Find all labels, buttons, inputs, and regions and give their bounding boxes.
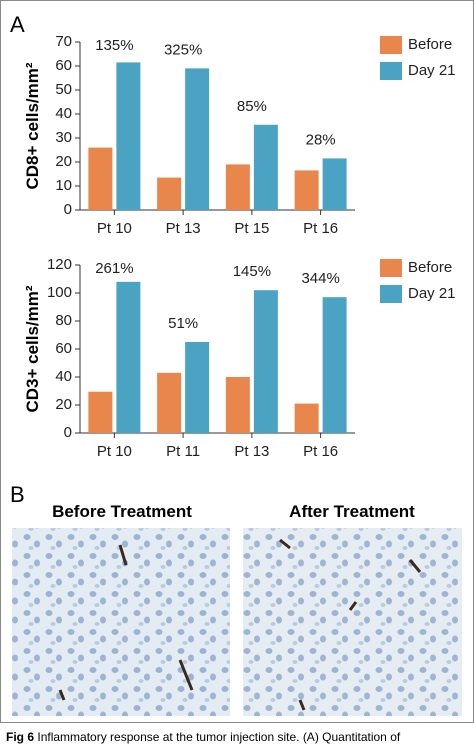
y-tick-label: 40 — [55, 105, 72, 122]
caption: Fig 6 Inflammatory response at the tumor… — [6, 730, 401, 744]
y-tick-label: 30 — [55, 129, 72, 146]
stained-cells — [58, 538, 422, 711]
y-axis-title: CD8+ cells/mm² — [23, 62, 42, 189]
panel-label: A — [10, 12, 25, 37]
bar — [294, 170, 319, 210]
bar — [88, 147, 113, 210]
y-tick-label: 70 — [55, 33, 72, 50]
bar — [88, 391, 113, 433]
image-title: Before Treatment — [52, 502, 192, 521]
bar — [225, 377, 250, 433]
annotation: 344% — [301, 270, 339, 287]
panel-label: B — [10, 482, 25, 507]
y-tick-label: 60 — [55, 340, 72, 357]
x-tick-label: Pt 15 — [234, 220, 269, 237]
micrograph-cells — [12, 528, 230, 716]
caption-text: Inflammatory response at the tumor injec… — [37, 730, 401, 744]
x-tick-label: Pt 16 — [303, 220, 338, 237]
y-tick-label: 40 — [55, 368, 72, 385]
annotation: 261% — [95, 260, 133, 277]
y-tick-label: 60 — [55, 57, 72, 74]
legend-swatch — [380, 62, 402, 80]
bar — [185, 342, 210, 433]
y-axis-title: CD3+ cells/mm² — [23, 285, 42, 412]
bar — [294, 403, 319, 433]
y-tick-label: 120 — [47, 256, 72, 273]
annotation: 135% — [95, 37, 133, 54]
legend-label: Day 21 — [408, 285, 456, 302]
bar — [185, 68, 210, 211]
annotation: 85% — [237, 98, 267, 115]
bar — [253, 290, 278, 433]
legend-swatch — [380, 36, 402, 54]
legend-swatch — [380, 259, 402, 277]
x-tick-label: Pt 10 — [97, 220, 132, 237]
x-tick-label: Pt 11 — [166, 443, 200, 460]
bar — [253, 124, 278, 210]
y-tick-label: 0 — [64, 424, 72, 441]
bar — [116, 62, 141, 211]
y-tick-label: 10 — [55, 177, 72, 194]
bar — [116, 281, 141, 433]
image-title: After Treatment — [289, 502, 415, 521]
legend-label: Before — [408, 259, 452, 276]
annotation: 325% — [164, 41, 202, 58]
annotation: 51% — [168, 315, 198, 332]
x-tick-label: Pt 13 — [166, 220, 201, 237]
bar — [225, 164, 250, 210]
x-tick-label: Pt 10 — [97, 443, 132, 460]
y-tick-label: 0 — [64, 201, 72, 218]
annotation: 28% — [306, 131, 336, 148]
bar — [157, 372, 182, 433]
caption-lead: Fig 6 — [6, 730, 34, 744]
bar — [157, 177, 182, 210]
y-tick-label: 100 — [47, 284, 72, 301]
bar — [322, 158, 347, 210]
legend-label: Day 21 — [408, 62, 456, 79]
x-tick-label: Pt 16 — [303, 443, 338, 460]
y-tick-label: 80 — [55, 312, 72, 329]
micrograph-cells — [243, 528, 462, 716]
y-tick-label: 20 — [55, 153, 72, 170]
charts: 0 10 20 30 40 50 60 70 CD8+ cells/mm² Pt 10 135% Pt… — [23, 33, 456, 460]
x-tick-label: Pt 13 — [234, 443, 269, 460]
legend-label: Before — [408, 36, 452, 53]
annotation: 145% — [233, 263, 271, 280]
y-tick-label: 50 — [55, 81, 72, 98]
bar — [322, 297, 347, 433]
y-tick-label: 20 — [55, 396, 72, 413]
legend-swatch — [380, 285, 402, 303]
